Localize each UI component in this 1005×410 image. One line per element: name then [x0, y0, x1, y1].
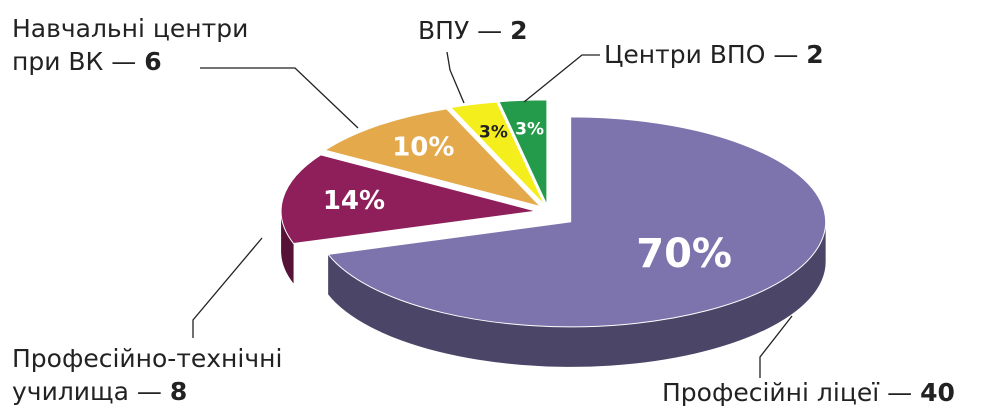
category: Навчальні центри при ВК —: [12, 14, 249, 76]
category: ВПУ —: [418, 16, 503, 45]
category: Центри ВПО —: [604, 40, 799, 69]
leader-line: [523, 54, 600, 103]
value-label: 3%: [479, 122, 508, 142]
slice: [449, 101, 546, 206]
slice-label: ВПУ — 2: [418, 14, 528, 47]
value-label: 10%: [392, 133, 454, 163]
leader-line: [446, 51, 465, 104]
slice: [498, 99, 548, 206]
count: 2: [510, 16, 528, 45]
slice: [280, 154, 537, 245]
category: Професійні ліцеї —: [662, 378, 913, 407]
count: 2: [806, 40, 824, 69]
slice: [323, 108, 542, 208]
count: 6: [144, 47, 162, 76]
value-label: 14%: [323, 186, 385, 216]
slices: 70% 14%10% 3% 3%: [280, 99, 827, 367]
leader-line: [759, 315, 793, 378]
slice-label: Навчальні центри при ВК — 6: [12, 12, 262, 78]
slice: [327, 116, 827, 328]
leader-line: [192, 237, 263, 338]
leader-line: [200, 67, 359, 129]
slice-side: [281, 211, 294, 284]
slice-label: Центри ВПО — 2: [604, 38, 824, 71]
slice-label: Професійно-технічні училища — 8: [12, 342, 312, 408]
category: Професійно-технічні училища —: [12, 344, 283, 406]
value-label: 70%: [636, 231, 732, 277]
slice-label: Професійні ліцеї — 40: [662, 376, 955, 409]
count: 8: [169, 377, 188, 406]
value-label: 3%: [515, 120, 544, 140]
count: 40: [920, 378, 955, 407]
slice-side: [328, 221, 826, 367]
